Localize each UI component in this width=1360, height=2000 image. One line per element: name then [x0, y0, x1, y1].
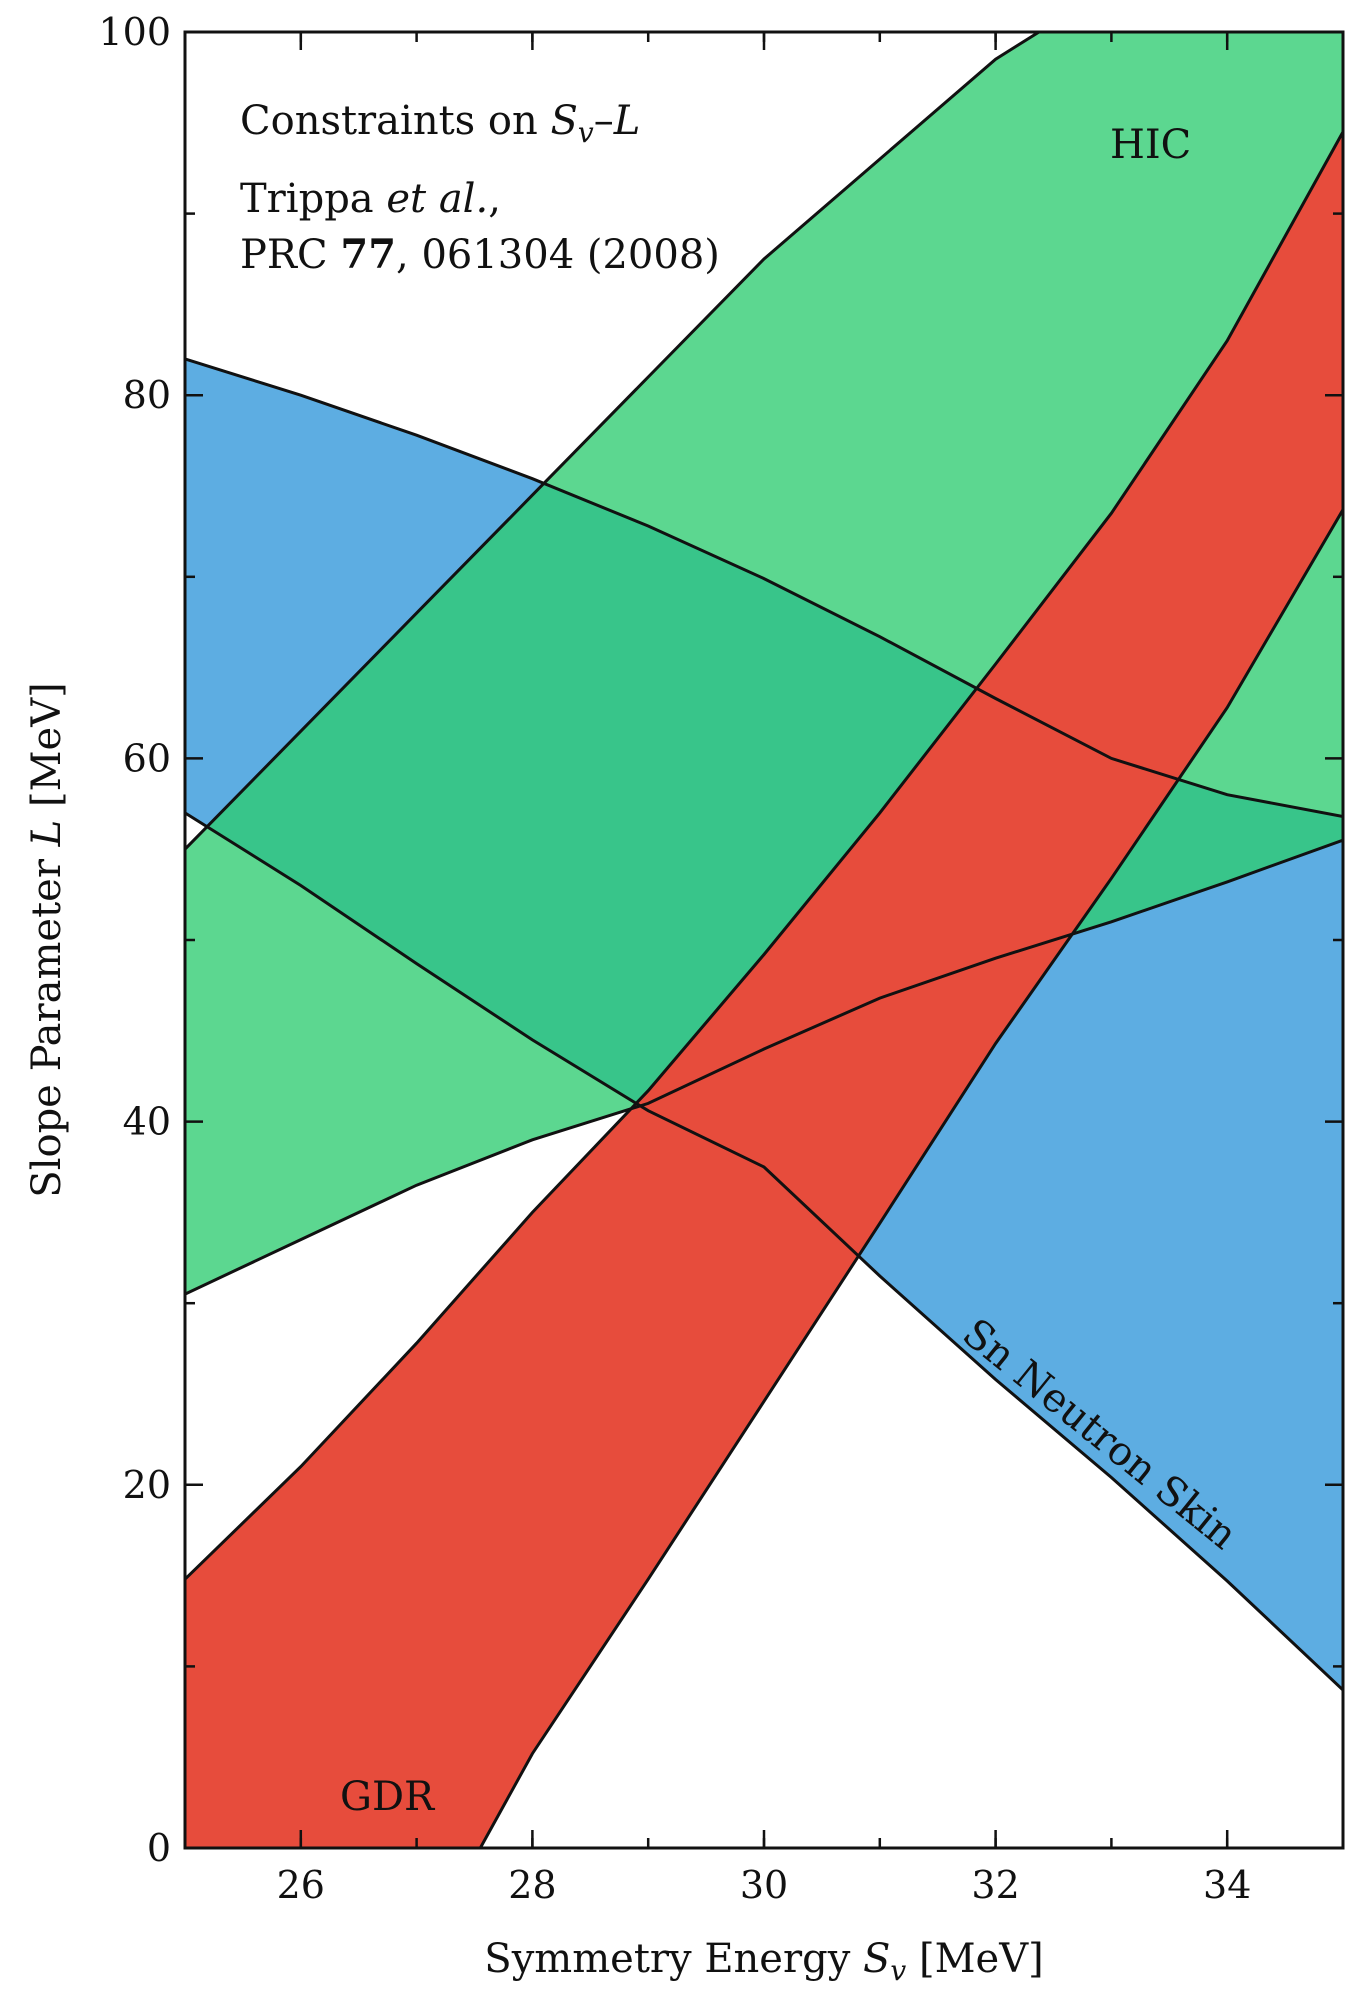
y-tick-label: 0	[147, 1826, 171, 1870]
y-tick-label: 40	[123, 1100, 171, 1144]
band-hic	[185, 32, 1343, 1295]
label-hic: HIC	[1110, 122, 1191, 168]
x-tick-label: 30	[740, 1863, 788, 1907]
band-layer	[185, 32, 1343, 1848]
y-axis-title: Slope Parameter L [MeV]	[24, 682, 70, 1197]
band-outline-layer	[185, 32, 1343, 1848]
band-sn-neutron-skin-upper-edge	[185, 357, 1343, 818]
x-tick-label: 34	[1203, 1863, 1251, 1907]
x-tick-label: 28	[508, 1863, 556, 1907]
x-tick-label: 32	[971, 1863, 1019, 1907]
annotation-line-3: PRC 77, 061304 (2008)	[240, 231, 720, 278]
band-hic-lower-edge	[185, 838, 1343, 1296]
band-gdr-upper-edge	[185, 131, 1343, 1581]
band-gdr	[185, 131, 1343, 1848]
y-tick-label: 20	[123, 1463, 171, 1507]
x-tick-label: 26	[277, 1863, 325, 1907]
annotation-line-2: Trippa et al.,	[240, 176, 501, 222]
annotation-line-1: Constraints on Sv–L	[240, 98, 640, 149]
x-axis-title: Symmetry Energy Sv [MeV]	[484, 1936, 1043, 1987]
tick-layer: 26 28 30 32 34 0 20 40 60 80 100	[98, 10, 1345, 1907]
chart-annotation: Constraints on Sv–L Trippa et al., PRC 7…	[240, 98, 720, 278]
band-hic-upper-edge	[185, 32, 1042, 851]
band-sn-neutron-skin-lower-edge	[185, 811, 1343, 1692]
band-gdr-lower-edge	[478, 508, 1343, 1848]
label-gdr: GDR	[340, 1774, 436, 1820]
y-tick-label: 100	[98, 10, 171, 54]
y-tick-label: 60	[123, 736, 171, 780]
y-tick-label: 80	[123, 373, 171, 417]
